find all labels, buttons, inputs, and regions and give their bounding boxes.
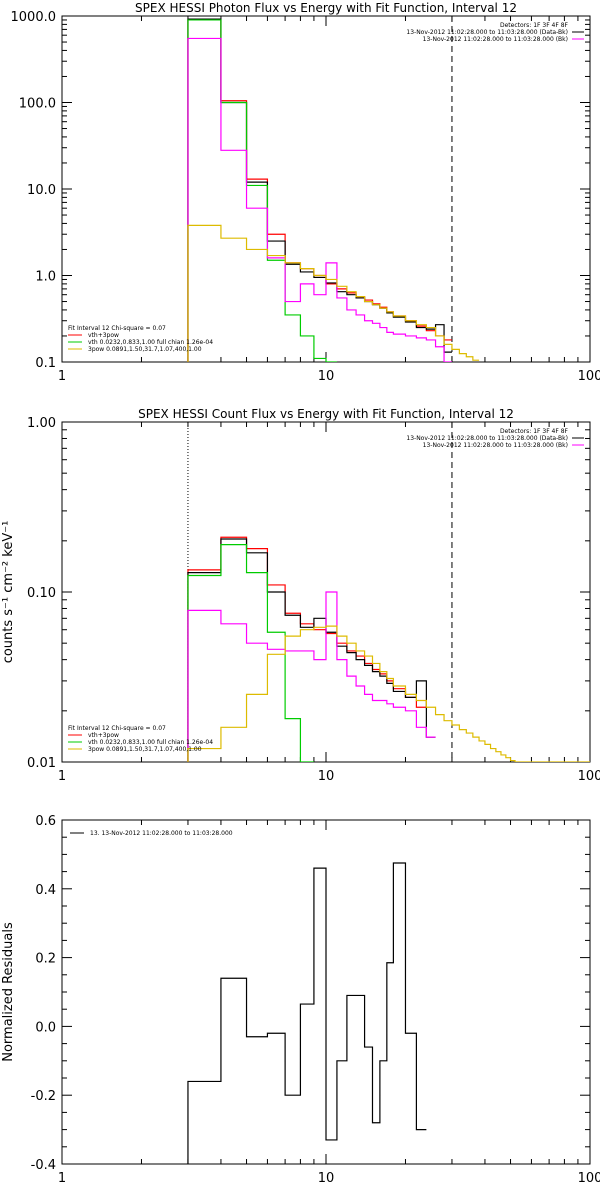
panel-3: 1 10 100 -0.4 -0.2 0.0 0.2 0.4 0.6 Normalized Res… <box>1 814 600 1186</box>
header-line: Detectors: 1F 3F 4F 8F <box>500 428 569 435</box>
x-tick-label: 1 <box>58 1171 66 1186</box>
x-tick-label: 100 <box>578 769 600 784</box>
y-tick-label: 0.2 <box>35 952 56 967</box>
legend-entry: 13. 13-Nov-2012 11:02:28.000 to 11:03:28… <box>90 830 233 837</box>
header-line: 13-Nov-2012 11:02:28.000 to 11:03:28.000… <box>406 29 568 36</box>
header-line: 13-Nov-2012 11:02:28.000 to 11:03:28.000… <box>423 36 568 43</box>
s-3pow-histogram <box>188 626 590 762</box>
s-3-histogram <box>188 592 436 762</box>
x-tick-label: 100 <box>578 369 600 384</box>
chart-title: SPEX HESSI Photon Flux vs Energy with Fi… <box>135 1 517 15</box>
x-tick-label: 1 <box>58 769 66 784</box>
y-axis-label: counts s⁻¹ cm⁻² keV⁻¹ <box>1 521 16 664</box>
panel-1: SPEX HESSI Photon Flux vs Energy with Fi… <box>11 1 600 384</box>
y-tick-label: 0.10 <box>27 586 56 601</box>
s-2-histogram <box>188 20 337 362</box>
plot-frame <box>62 16 590 362</box>
s-2-histogram <box>188 545 314 762</box>
header-line: 13-Nov-2012 11:02:28.000 to 11:03:28.000… <box>406 435 568 442</box>
y-tick-label: 0.01 <box>27 756 56 771</box>
s-vth-3pow-histogram <box>188 20 452 362</box>
chart-title: SPEX HESSI Count Flux vs Energy with Fit… <box>138 407 514 421</box>
y-tick-label: -0.2 <box>31 1089 56 1104</box>
y-tick-label: 0.6 <box>35 814 56 829</box>
panel-2: SPEX HESSI Count Flux vs Energy with Fit… <box>1 407 600 784</box>
y-tick-label: -0.4 <box>31 1158 56 1173</box>
legend-title: Fit Interval 12 Chi-square = 0.07 <box>68 725 166 732</box>
y-tick-label: 1.0 <box>35 270 56 285</box>
y-tick-label: 1.00 <box>27 416 56 431</box>
y-tick-label: 0.4 <box>35 883 56 898</box>
y-tick-label: 10.0 <box>27 183 56 198</box>
s-vth-3pow-histogram <box>188 537 426 762</box>
y-axis-label: Normalized Residuals <box>1 922 16 1062</box>
x-tick-label: 10 <box>318 1171 335 1186</box>
y-tick-label: 100.0 <box>19 97 56 112</box>
legend-entry: 3pow 0.0891,1.50,31.7,1.07,400,1.00 <box>88 346 202 353</box>
y-tick-label: 1000.0 <box>11 10 57 25</box>
y-tick-label: 0.0 <box>35 1020 56 1035</box>
legend-entry: vth+3pow <box>88 332 119 339</box>
y-tick-label: 0.1 <box>35 356 56 371</box>
header-line: Detectors: 1F 3F 4F 8F <box>500 22 569 29</box>
legend-entry: vth 0.0232,0.833,1.00 full chian 1.26e-0… <box>88 339 213 346</box>
x-tick-label: 100 <box>578 1171 600 1186</box>
x-tick-label: 1 <box>58 369 66 384</box>
s-3-histogram <box>188 38 452 362</box>
s-0-histogram <box>188 863 426 1164</box>
legend-title: Fit Interval 12 Chi-square = 0.07 <box>68 325 166 332</box>
header-line: 13-Nov-2012 11:02:28.000 to 11:03:28.000… <box>423 442 568 449</box>
x-tick-label: 10 <box>318 369 335 384</box>
legend-entry: vth+3pow <box>88 732 119 739</box>
legend-entry: vth 0.0232,0.833,1.00 full chian 1.26e-0… <box>88 739 213 746</box>
legend-entry: 3pow 0.0891,1.50,31.7,1.07,400,1.00 <box>88 746 202 753</box>
x-tick-label: 10 <box>318 769 335 784</box>
s-1-histogram <box>188 19 452 362</box>
